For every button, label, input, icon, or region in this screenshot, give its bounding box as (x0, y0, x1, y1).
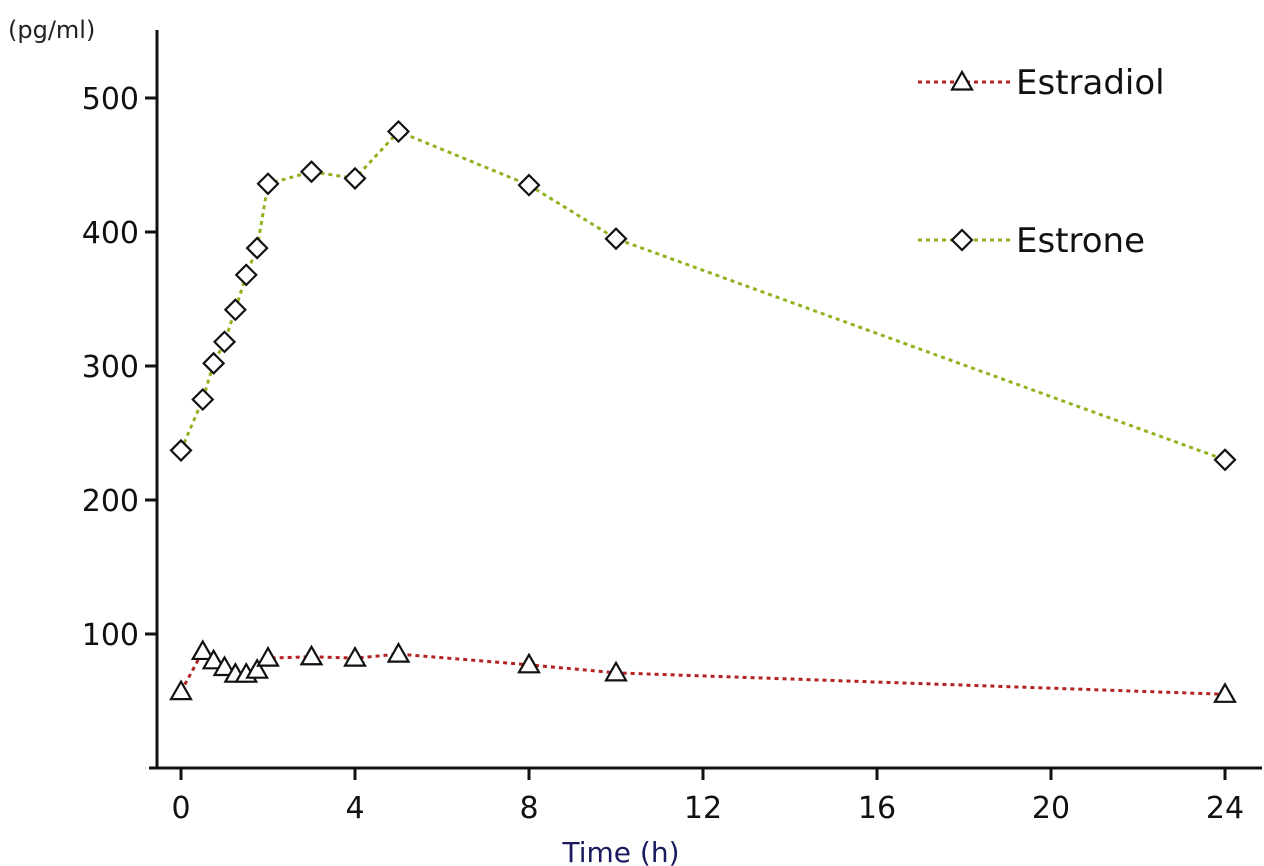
data-point (169, 679, 193, 701)
legend-label: Estradiol (1016, 63, 1165, 103)
legend-marker (950, 69, 974, 91)
legend: Estradiol Estrone (918, 63, 1165, 261)
axes (149, 30, 1262, 770)
y-tick-label: 200 (82, 484, 139, 519)
data-point (191, 387, 215, 412)
x-tick-label: 4 (345, 791, 364, 826)
data-point (212, 655, 237, 677)
data-point (245, 657, 270, 679)
x-tick-label: 12 (684, 791, 722, 826)
y-ticks: 100 200 300 400 500 (82, 82, 157, 653)
data-point (212, 330, 237, 354)
data-point (604, 660, 628, 682)
legend-label: Estrone (1016, 221, 1145, 261)
data-point (386, 641, 411, 663)
data-point (299, 644, 324, 666)
series-estrone (169, 119, 1237, 472)
y-tick-label: 400 (82, 216, 139, 251)
y-axis-label: (pg/ml) (8, 16, 95, 44)
x-tick-label: 16 (858, 791, 896, 826)
series-line (179, 129, 1226, 462)
legend-item: Estradiol (918, 63, 1165, 103)
x-tick-label: 8 (519, 791, 538, 826)
data-point (256, 172, 280, 196)
data-point (343, 166, 367, 190)
legend-marker (950, 228, 974, 252)
x-axis-label: Time (h) (561, 836, 679, 866)
data-point (343, 645, 367, 667)
x-ticks: 0 4 8 12 16 20 24 (171, 768, 1244, 826)
data-point (1213, 448, 1237, 472)
data-point (517, 173, 541, 197)
legend-item: Estrone (918, 221, 1145, 261)
data-point (201, 648, 226, 670)
series-line (179, 649, 1226, 696)
y-tick-label: 100 (82, 618, 139, 653)
x-tick-label: 20 (1032, 791, 1070, 826)
series-estradiol (169, 639, 1237, 703)
data-point (190, 639, 215, 661)
data-point (245, 236, 269, 260)
data-point (517, 652, 541, 674)
series-layer (169, 119, 1237, 703)
data-point (604, 227, 628, 251)
data-point (169, 438, 193, 462)
data-point (202, 351, 226, 375)
data-point (234, 263, 258, 287)
data-point (386, 119, 411, 144)
data-point (299, 160, 324, 184)
x-tick-label: 0 (171, 791, 190, 826)
data-point (223, 298, 247, 322)
x-tick-label: 24 (1206, 791, 1244, 826)
data-point (256, 645, 280, 667)
y-tick-label: 500 (82, 82, 139, 117)
y-tick-label: 300 (82, 350, 139, 385)
data-point (1213, 682, 1237, 703)
